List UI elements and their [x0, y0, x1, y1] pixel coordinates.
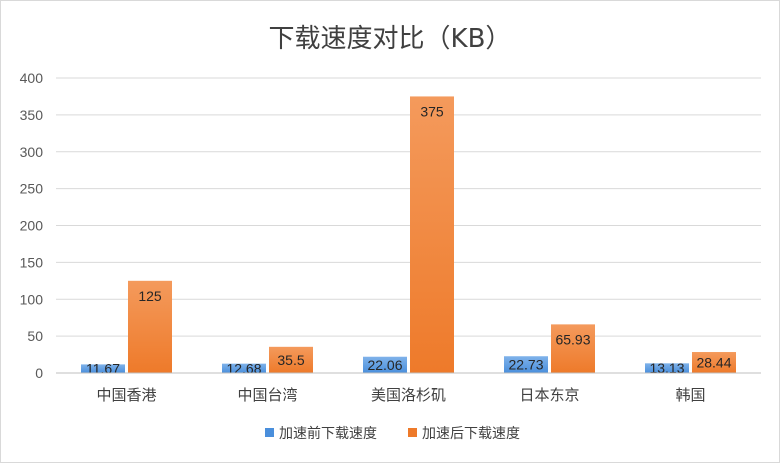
bar-after — [269, 346, 313, 373]
bar-before — [504, 356, 548, 373]
bar-after — [410, 96, 454, 373]
bar-before — [81, 364, 125, 373]
y-tick-label: 0 — [35, 365, 43, 381]
chart-title: 下载速度对比（KB） — [269, 24, 512, 54]
legend-label: 加速前下载速度 — [279, 425, 377, 442]
data-label: 35.5 — [277, 352, 304, 368]
y-tick-label: 250 — [20, 181, 44, 197]
x-category-label: 美国洛杉矶 — [371, 386, 446, 404]
y-tick-label: 100 — [20, 291, 44, 307]
legend-swatch — [265, 428, 274, 437]
y-tick-label: 150 — [20, 254, 44, 270]
bar-after — [692, 352, 736, 373]
data-label: 28.44 — [696, 355, 731, 371]
y-tick-label: 200 — [20, 218, 44, 234]
data-label: 13.13 — [649, 360, 684, 376]
data-label: 22.73 — [508, 357, 543, 373]
data-label: 375 — [420, 103, 444, 119]
data-label: 11.67 — [86, 361, 120, 377]
data-label: 65.93 — [555, 331, 590, 347]
y-tick-label: 400 — [20, 70, 44, 86]
bar-before — [363, 356, 407, 373]
bar-after — [551, 324, 595, 373]
legend-label: 加速后下载速度 — [422, 426, 520, 442]
legend-swatch — [408, 428, 417, 437]
x-category-label: 韩国 — [675, 386, 705, 404]
bars: 11.67 125 12.68 35.5 22.06 375 22.73 65.93 13.13… — [81, 96, 736, 377]
bar-after — [128, 280, 172, 373]
y-axis: 0 50 100 150 200 250 300 350 400 — [20, 70, 44, 381]
bar-before — [645, 363, 689, 373]
y-tick-label: 350 — [20, 107, 44, 123]
x-category-label: 日本东京 — [519, 386, 579, 404]
x-category-label: 中国台湾 — [237, 386, 297, 404]
data-label: 22.06 — [367, 357, 402, 373]
y-tick-label: 50 — [27, 328, 43, 344]
x-category-label: 中国香港 — [96, 386, 156, 404]
bar-before — [222, 363, 266, 373]
legend: 加速前下载速度 加速后下载速度 — [265, 425, 520, 442]
gridlines — [56, 77, 761, 337]
y-tick-label: 300 — [20, 144, 44, 160]
x-axis: 中国香港 中国台湾 美国洛杉矶 日本东京 韩国 — [56, 372, 761, 404]
data-label: 12.68 — [226, 360, 261, 376]
data-label: 125 — [138, 288, 162, 304]
